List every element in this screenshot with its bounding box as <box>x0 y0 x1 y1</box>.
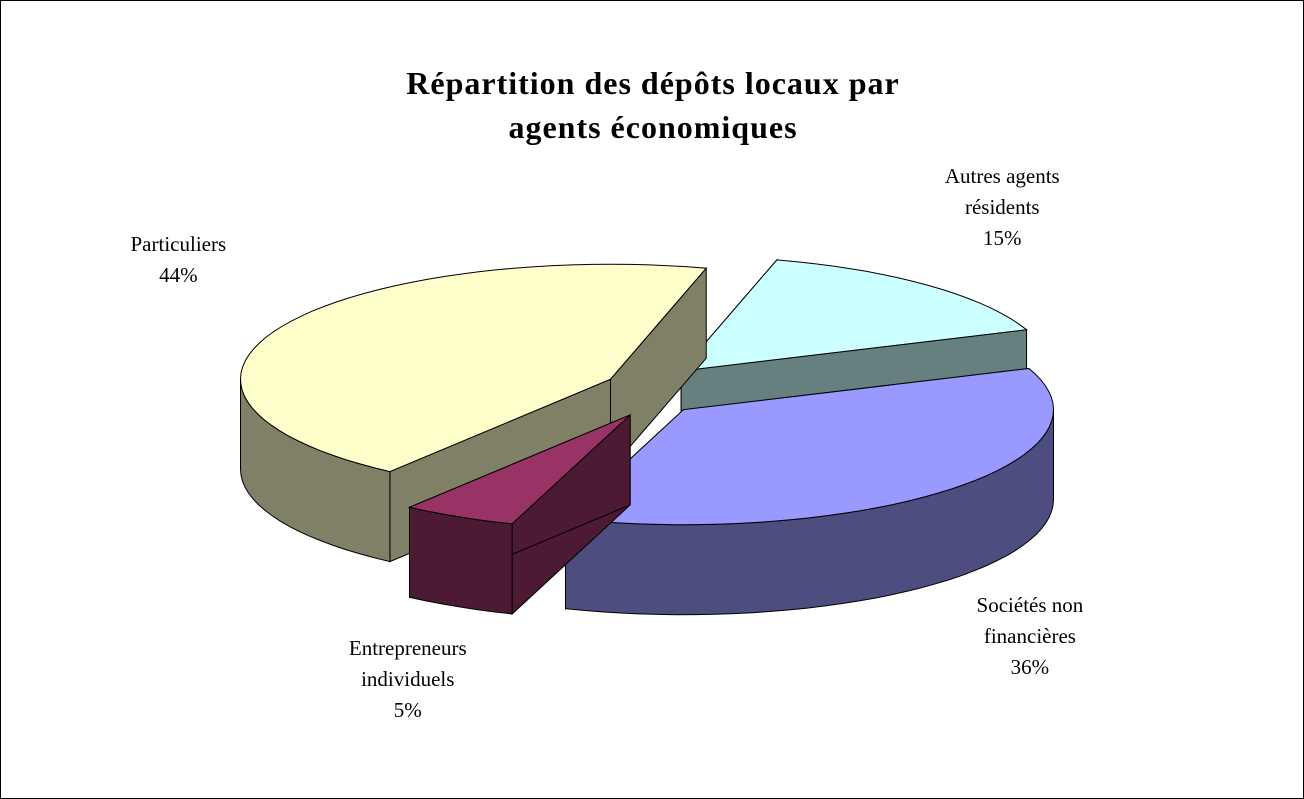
slice-value-label: 15% <box>983 226 1022 251</box>
chart-title: Répartition des dépôts locaux par agents… <box>406 65 900 145</box>
slice-value-label: 36% <box>1010 654 1050 679</box>
slice <box>564 367 1055 526</box>
slice <box>239 263 708 473</box>
slice-category-label: Entrepreneurs individuels <box>348 635 467 691</box>
slice-label: Particuliers 44% <box>93 229 263 291</box>
slice-label: Sociétés non financières 36% <box>945 590 1115 683</box>
slice <box>679 259 1028 372</box>
slice-value-label: 44% <box>159 263 198 288</box>
slice-category-label: Particuliers <box>130 232 227 257</box>
slice-label: Entrepreneurs individuels 5% <box>323 633 493 726</box>
slice-category-label: Sociétés non financières <box>976 592 1084 648</box>
slice-category-label: Autres agents résidents <box>944 164 1060 220</box>
slice-label: Autres agents résidents 15% <box>917 161 1087 254</box>
slice-value-label: 5% <box>393 697 422 722</box>
slice <box>407 414 631 525</box>
slice-side <box>409 506 513 615</box>
